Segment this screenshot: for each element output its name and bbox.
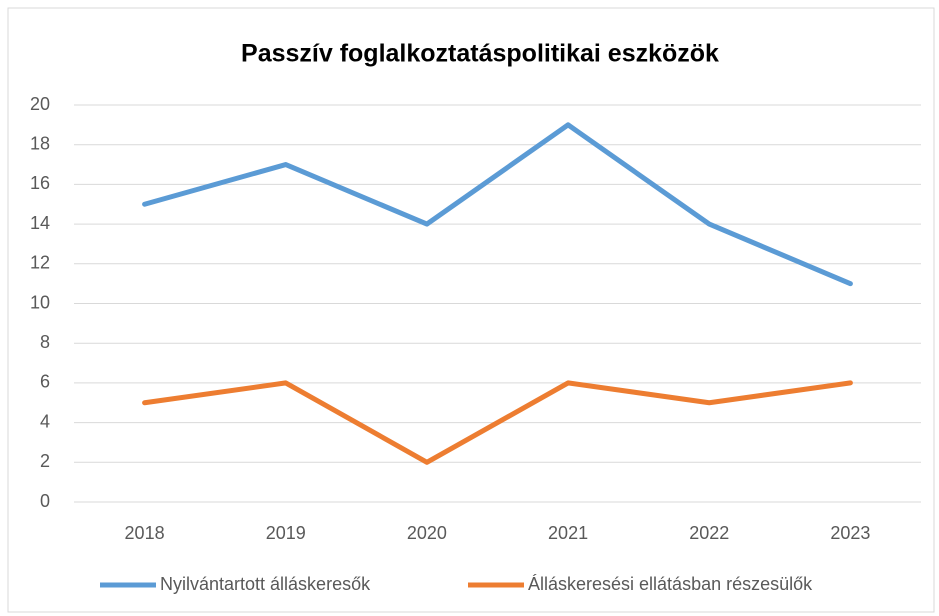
x-tick-label: 2023 [830, 523, 870, 543]
chart-title: Passzív foglalkoztatáspolitikai eszközök [241, 40, 719, 68]
y-tick-label: 8 [40, 332, 50, 352]
y-tick-label: 0 [40, 491, 50, 511]
y-tick-label: 14 [30, 213, 50, 233]
legend-label: Álláskeresési ellátásban részesülők [528, 574, 813, 594]
x-tick-label: 2021 [548, 523, 588, 543]
x-tick-label: 2018 [125, 523, 165, 543]
y-tick-label: 20 [30, 94, 50, 114]
x-tick-label: 2022 [689, 523, 729, 543]
x-tick-label: 2019 [266, 523, 306, 543]
series-line [142, 380, 853, 465]
y-tick-label: 16 [30, 173, 50, 193]
y-tick-label: 4 [40, 411, 50, 431]
y-tick-label: 2 [40, 451, 50, 471]
y-tick-label: 10 [30, 292, 50, 312]
x-tick-label: 2020 [407, 523, 447, 543]
y-tick-label: 18 [30, 133, 50, 153]
y-tick-label: 12 [30, 253, 50, 273]
chart-frame [7, 7, 935, 613]
y-tick-label: 6 [40, 372, 50, 392]
legend-label: Nyilvántartott álláskeresők [160, 574, 371, 594]
series-line [142, 122, 853, 287]
